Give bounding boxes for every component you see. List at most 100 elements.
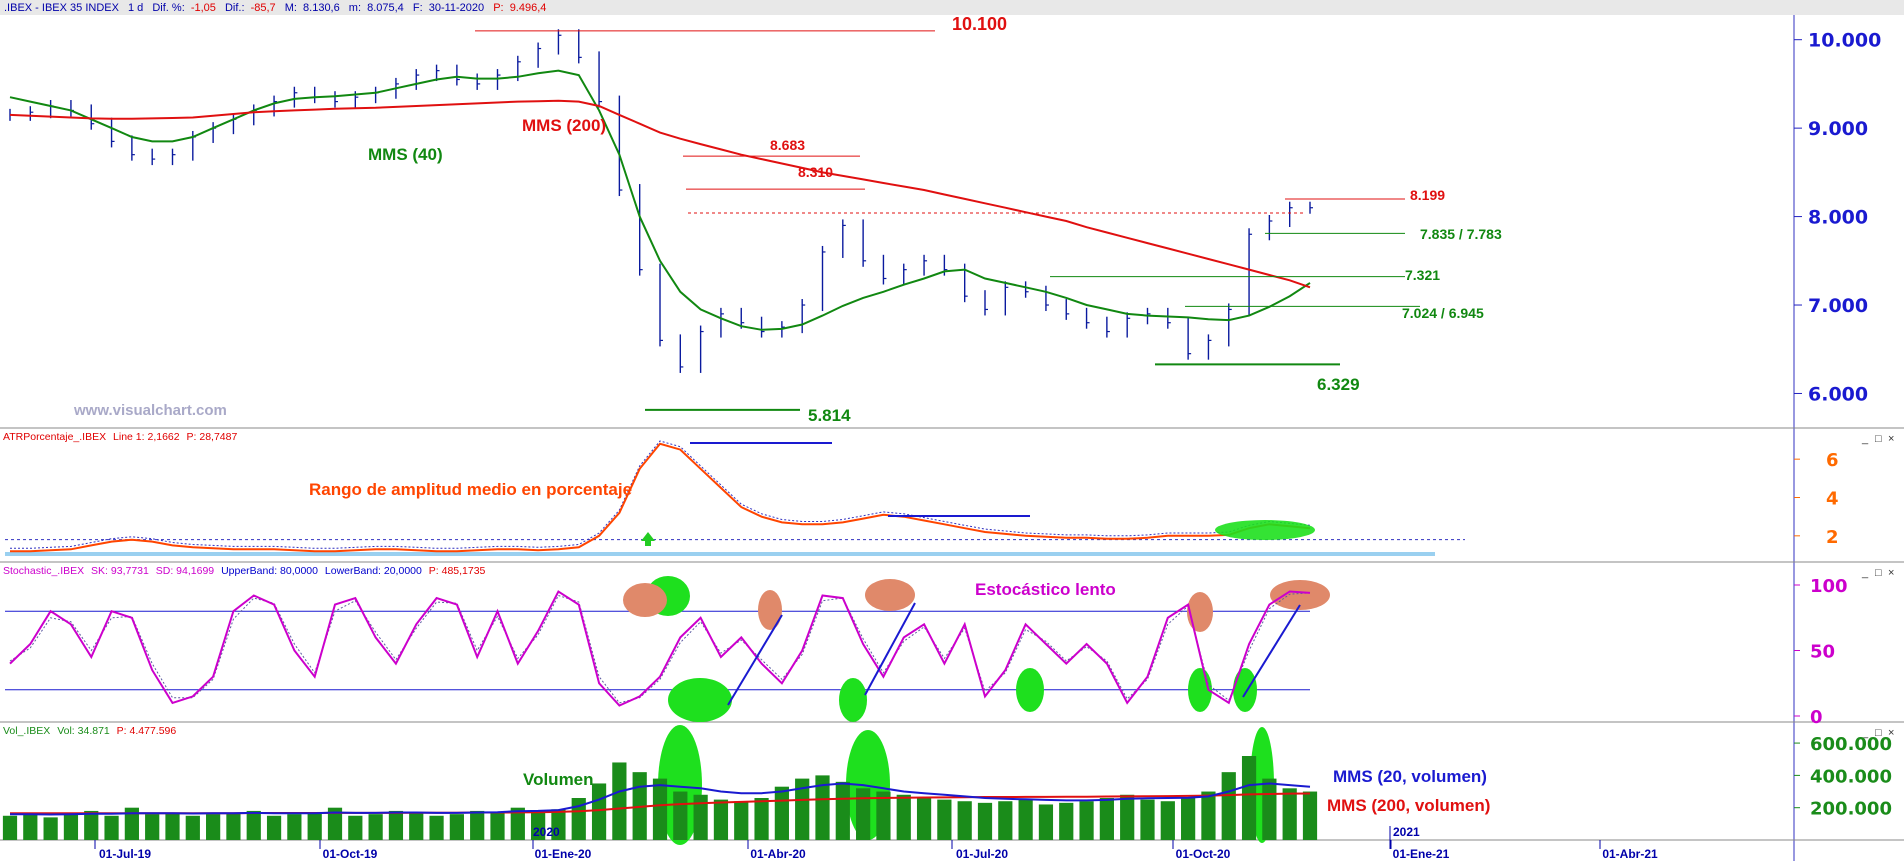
header-dif: -85,7	[251, 2, 276, 14]
vol-ma20-line	[10, 782, 1311, 816]
ma40-annotation: MMS (40)	[368, 145, 443, 164]
year-label-2020: 2020	[533, 825, 560, 839]
volume-bar	[876, 791, 891, 840]
atr-title-p: P: 28,7487	[187, 431, 238, 443]
volume-bar	[429, 815, 444, 840]
vol-title-vol: Vol: 34.871	[57, 725, 110, 737]
year-label-2021: 2021	[1393, 825, 1420, 839]
atr-base-band	[5, 552, 1435, 556]
x-axis: 01-Jul-19 01-Oct-19 01-Ene-20 01-Abr-20 01-J…	[94, 825, 1658, 861]
volume-bar	[998, 801, 1013, 840]
overbought-highlight	[1187, 592, 1213, 632]
vol-y-tick-label: 600.000	[1810, 734, 1892, 755]
vol-y-tick-label: 200.000	[1810, 799, 1892, 820]
volume-bar	[510, 807, 525, 840]
level-label: 7.321	[1405, 267, 1440, 283]
oversold-highlight	[1016, 668, 1044, 712]
x-tick-label: 01-Abr-20	[750, 847, 806, 861]
window-button: □	[1875, 727, 1882, 739]
volume-bar	[1241, 756, 1257, 840]
stoch-trend-line	[1242, 604, 1301, 698]
overbought-highlight	[623, 583, 667, 617]
stoch-y-tick-label: 0	[1810, 707, 1823, 728]
volume-bar	[551, 809, 566, 840]
volume-bar	[23, 812, 38, 840]
volume-bar	[916, 798, 932, 840]
header-max: 8.130,6	[303, 2, 340, 14]
volume-bar	[734, 801, 749, 840]
stoch-annotation: Estocástico lento	[975, 580, 1116, 599]
volume-bar	[124, 807, 139, 840]
header-date: 30-11-2020	[429, 2, 484, 14]
level-label: 5.814	[808, 406, 851, 425]
volume-bar	[1201, 791, 1216, 840]
atr-y-tick-label: 6	[1826, 450, 1839, 471]
volume-bar	[84, 810, 99, 840]
oversold-highlight	[668, 678, 732, 722]
vol-ma200-legend: MMS (200, volumen)	[1327, 796, 1490, 815]
volume-highlight	[658, 725, 702, 845]
volume-bar	[1120, 794, 1135, 840]
price-y-tick-label: 7.000	[1808, 295, 1868, 317]
price-y-tick-label: 9.000	[1808, 118, 1868, 140]
stoch-sk-line	[9, 590, 1311, 707]
header-date-label: F:	[413, 2, 423, 14]
price-y-tick-label: 8.000	[1808, 207, 1868, 229]
atr-title: ATRPorcentaje_.IBEX	[3, 431, 106, 443]
price-panel: 6.000 7.000 8.000 9.000 10.000 10.100 8.683 8.3…	[9, 14, 1881, 425]
stoch-title-sd: SD: 94,1699	[156, 565, 215, 577]
atr-highlight	[1215, 520, 1315, 540]
x-tick-label: 01-Abr-21	[1602, 847, 1658, 861]
volume-bar	[1181, 798, 1196, 840]
price-y-tick-label: 6.000	[1808, 383, 1868, 405]
stoch-sd-line	[9, 592, 1311, 704]
volume-bar	[937, 799, 952, 840]
level-label: 8.199	[1410, 187, 1445, 203]
volume-bar	[287, 814, 302, 840]
volume-bar	[1079, 801, 1094, 840]
header-text: .IBEX - IBEX 35 INDEX 1 d Dif. %: -1,05 …	[4, 2, 546, 14]
volume-bar	[409, 812, 424, 840]
stoch-title-upper: UpperBand: 80,0000	[221, 565, 318, 577]
x-tick-label: 01-Ene-21	[1393, 847, 1450, 861]
window-button: ×	[1888, 567, 1894, 579]
header-min-label: m:	[349, 2, 361, 14]
level-label: 10.100	[952, 14, 1007, 34]
right-axis-bg	[1795, 15, 1904, 861]
volume-bar	[1282, 788, 1297, 840]
stoch-title-p: P: 485,1735	[429, 565, 486, 577]
stochastic-panel: 0 50 100	[5, 576, 1848, 728]
level-label: 8.683	[770, 137, 805, 153]
volume-bar	[1302, 791, 1318, 840]
volume-bar	[185, 815, 200, 840]
stoch-title-lower: LowerBand: 20,0000	[325, 565, 422, 577]
volume-bar	[531, 810, 546, 840]
atr-title-value: Line 1: 2,1662	[113, 431, 180, 443]
atr-signal-line	[10, 440, 1311, 549]
volume-bar	[307, 812, 322, 840]
volume-bar	[145, 814, 160, 840]
atr-line	[10, 442, 1311, 553]
volume-bar	[571, 798, 586, 840]
x-tick-label: 01-Jul-19	[99, 847, 151, 861]
volume-bar	[713, 799, 729, 840]
volume-bar	[327, 807, 343, 840]
header-bar	[0, 0, 1904, 15]
overbought-highlight	[758, 590, 782, 630]
volume-bar	[977, 802, 993, 840]
x-tick-label: 01-Ene-20	[535, 847, 592, 861]
overbought-highlight	[865, 579, 915, 611]
volume-bar	[957, 801, 972, 840]
header-title: .IBEX - IBEX 35 INDEX	[4, 2, 120, 14]
volume-bar	[388, 810, 404, 840]
vol-title-p: P: 4.477.596	[117, 725, 177, 737]
window-button: ×	[1888, 727, 1894, 739]
vol-title-line: Vol_.IBEX Vol: 34.871 P: 4.477.596	[3, 725, 176, 737]
atr-y-tick-label: 4	[1826, 489, 1839, 510]
oversold-highlight	[839, 678, 867, 722]
volume-bar	[226, 812, 241, 840]
volume-bar	[1262, 778, 1277, 840]
window-button: _	[1861, 727, 1869, 739]
volume-bar	[856, 788, 871, 840]
level-label: 6.329	[1317, 375, 1360, 394]
